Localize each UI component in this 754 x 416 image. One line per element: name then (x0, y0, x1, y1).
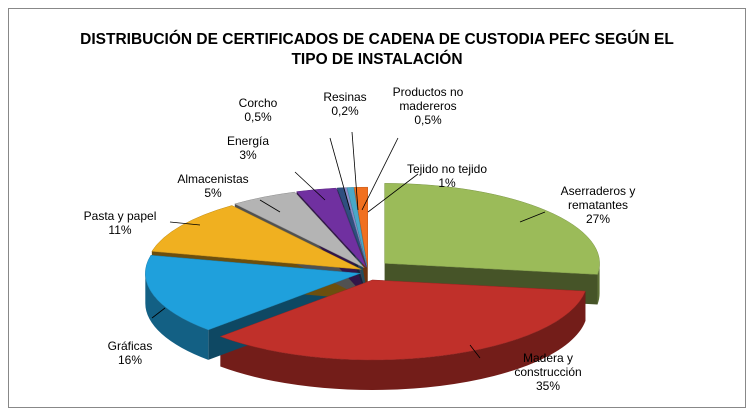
leader-line (329, 137, 351, 211)
slice-label: Aserraderos y rematantes 27% (543, 184, 653, 226)
pie-slice (296, 187, 367, 268)
category-label: Corcho (238, 96, 278, 110)
category-label: Tejido no tejido (406, 162, 488, 176)
slice-label: Madera y construcción 35% (498, 351, 598, 393)
slice-label: Productos no madereros 0,5% (378, 85, 478, 127)
slice-side (145, 273, 209, 360)
leader-line (169, 221, 201, 226)
slice-label: Gráficas 16% (95, 339, 165, 367)
leader-line (294, 171, 326, 201)
category-label: Resinas (323, 90, 367, 104)
leader-line (367, 173, 419, 213)
leader-line (351, 131, 359, 211)
slice-label: Corcho 0,5% (223, 96, 293, 124)
leader-line (259, 199, 281, 213)
pie-slice (234, 191, 365, 268)
chart-frame (8, 8, 746, 408)
category-label: Energía (226, 134, 270, 148)
pie-slice (384, 183, 600, 275)
slice-label: Resinas 0,2% (315, 90, 375, 118)
slice-side (220, 291, 586, 390)
slice-tops (145, 183, 600, 361)
value-label: 11% (108, 223, 132, 237)
value-label: 0,5% (244, 110, 272, 124)
value-label: 27% (585, 212, 611, 226)
pie-slice (151, 205, 362, 270)
value-label: 16% (117, 353, 143, 367)
value-label: 0,5% (414, 113, 442, 127)
value-label: 3% (239, 148, 257, 162)
leader-line (469, 344, 481, 359)
value-label: 1% (438, 176, 456, 190)
slice-label: Energía 3% (213, 134, 283, 162)
category-label: Gráficas (107, 339, 153, 353)
pie-slice (145, 254, 361, 331)
pie-slice (219, 279, 586, 361)
chart-title: DISTRIBUCIÓN DE CERTIFICADOS DE CADENA D… (80, 31, 674, 68)
pie-slice (346, 187, 368, 268)
slice-label: Tejido no tejido 1% (387, 162, 507, 190)
category-label: Almacenistas (177, 172, 249, 186)
leader-line (519, 211, 546, 223)
category-label: Aserraderos y rematantes (560, 184, 636, 212)
category-label: Pasta y papel (83, 209, 157, 223)
value-label: 0,2% (331, 104, 359, 118)
value-label: 5% (204, 186, 222, 200)
slice-label: Almacenistas 5% (163, 172, 263, 200)
leader-line (151, 307, 166, 319)
category-label: Madera y construcción (514, 351, 582, 379)
category-label: Productos no madereros (392, 85, 464, 113)
slice-label: Pasta y papel 11% (65, 209, 175, 237)
value-label: 35% (535, 379, 561, 393)
leader-line (361, 137, 399, 211)
